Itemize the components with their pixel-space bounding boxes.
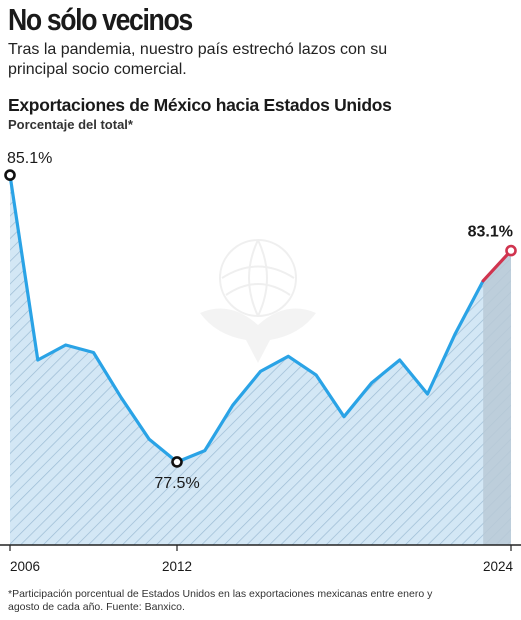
data-label: 77.5% [154,475,199,492]
watermark-emblem-icon [200,239,316,363]
x-tick-label: 2024 [483,559,514,574]
x-axis-ticks: 2006 2012 2024 [9,545,514,574]
line-chart: 2006 2012 2024 85.1% 77.5% 83.1% [0,150,521,574]
series-line [8,174,513,464]
latest-period-highlight [483,250,511,545]
chart-subtitle: Porcentaje del total* [8,117,133,132]
data-labels: 85.1% 77.5% 83.1% [7,150,513,492]
headline: No sólo vecinos [8,2,193,37]
data-marker [171,456,183,468]
data-label: 83.1% [468,224,513,241]
data-marker [4,169,16,181]
footnote: *Participación porcentual de Estados Uni… [8,588,433,613]
chart-title: Exportaciones de México hacia Estados Un… [8,95,392,115]
x-tick-label: 2006 [10,559,40,574]
series-line-latest [481,248,513,283]
dek-text: Tras la pandemia, nuestro país estrechó … [8,41,388,78]
area-hatch [10,175,511,545]
series-line-main [8,174,485,464]
highlight-band [483,250,511,545]
area-fill [10,175,511,545]
x-tick-label: 2012 [162,559,192,574]
data-label: 85.1% [7,150,52,167]
data-markers [4,169,517,468]
data-marker [505,244,517,257]
